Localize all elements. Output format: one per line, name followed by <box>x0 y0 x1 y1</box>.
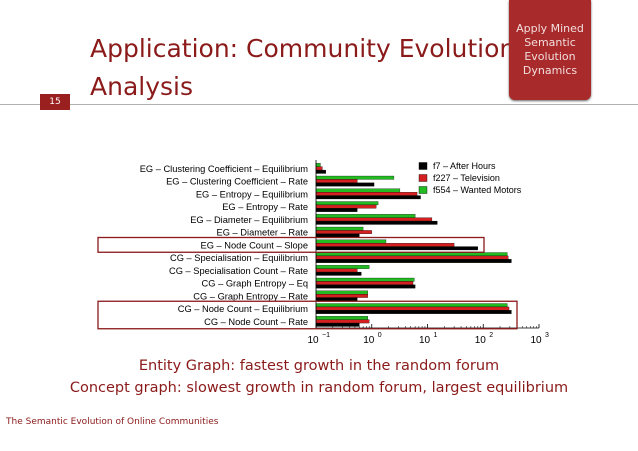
slide-title-line-2: Analysis <box>90 72 194 101</box>
category-label: CG – Specialisation – Equilibrium <box>170 253 308 263</box>
bar <box>315 255 509 260</box>
bar <box>315 230 372 234</box>
caption-concept-graph: Concept graph: slowest growth in random … <box>69 380 569 396</box>
section-badge-text: Apply Mined Semantic Evolution Dynamics <box>516 22 584 77</box>
bar <box>315 182 375 187</box>
category-label: CG – Node Count – Equilibrium <box>178 304 308 314</box>
category-label: EG – Clustering Coefficient – Equilibriu… <box>140 164 309 174</box>
bar <box>315 310 512 314</box>
highlight-boxes <box>97 236 518 330</box>
bar <box>315 208 358 212</box>
legend-label: f7 – After Hours <box>433 161 496 171</box>
bar <box>315 252 508 257</box>
bar <box>315 243 455 247</box>
x-tick-exponent: 3 <box>545 332 549 339</box>
category-label: EG – Entropy – Rate <box>222 202 308 212</box>
slide-title-line-1: Application: Community Evolution <box>90 34 516 63</box>
caption-entity-graph: Entity Graph: fastest growth in the rand… <box>138 358 500 374</box>
category-label: CG – Graph Entropy – Rate <box>193 291 308 301</box>
title-divider <box>0 104 638 105</box>
legend-swatch <box>418 174 428 182</box>
bar <box>315 166 323 171</box>
category-labels: EG – Clustering Coefficient – Equilibriu… <box>140 164 309 327</box>
bar <box>315 297 358 302</box>
bar <box>315 239 387 244</box>
bar <box>315 188 401 193</box>
bar <box>315 204 377 209</box>
legend-swatch <box>418 186 428 194</box>
bar <box>315 265 370 269</box>
category-label: EG – Node Count – Slope <box>201 240 309 250</box>
x-axis: 10 −1 10 0 10 1 10 2 10 3 <box>307 160 549 346</box>
bar <box>315 303 508 308</box>
bar <box>315 179 358 183</box>
category-label: EG – Diameter – Equilibrium <box>190 215 308 225</box>
bar <box>315 201 379 206</box>
bar <box>315 281 414 285</box>
category-label: CG – Node Count – Rate <box>204 317 308 327</box>
bar <box>315 233 360 238</box>
x-tick-exponent: 1 <box>434 332 438 339</box>
bar <box>315 290 368 295</box>
bar <box>315 220 438 225</box>
section-badge: Apply Mined Semantic Evolution Dynamics <box>509 0 591 100</box>
bar <box>315 322 360 327</box>
bar <box>315 259 512 263</box>
x-tick-exponent: 2 <box>489 332 493 339</box>
bar <box>315 316 368 320</box>
slide-title: Application: Community Evolution Analysi… <box>90 30 516 106</box>
x-tick-label: 10 <box>363 335 375 346</box>
bar <box>315 268 358 273</box>
bar <box>315 319 370 324</box>
page-number-badge: 15 <box>40 94 70 110</box>
highlight-box <box>97 236 485 253</box>
bar <box>315 284 416 289</box>
bar <box>315 294 368 298</box>
highlight-box <box>97 300 518 330</box>
x-tick-exponent: −1 <box>322 332 330 339</box>
bar <box>315 214 416 218</box>
bar <box>315 217 433 222</box>
x-tick-exponent: 0 <box>378 332 382 339</box>
bar <box>315 175 395 180</box>
legend: f7 – After Hours f227 – Television f554 – … <box>418 161 522 195</box>
legend-label: f227 – Television <box>433 173 500 183</box>
bar <box>315 271 362 276</box>
legend-swatch <box>418 162 428 170</box>
footer-text: The Semantic Evolution of Online Communi… <box>6 417 219 427</box>
bar <box>315 195 421 200</box>
x-tick-label: 10 <box>307 335 319 346</box>
category-label: CG – Specialisation Count – Rate <box>169 266 308 276</box>
bar <box>315 306 510 311</box>
bar <box>315 192 418 196</box>
category-label: EG – Diameter – Rate <box>217 228 308 238</box>
bar <box>315 169 326 174</box>
bars-group <box>315 163 512 327</box>
x-tick-label: 10 <box>475 335 487 346</box>
x-tick-label: 10 <box>530 335 542 346</box>
x-tick-label: 10 <box>419 335 431 346</box>
category-label: EG – Clustering Coefficient – Rate <box>166 177 308 187</box>
bar-chart: 10 −1 10 0 10 1 10 2 10 3 EG – Clustering Coeffic… <box>97 160 549 346</box>
category-label: CG – Graph Entropy – Eq <box>202 279 308 289</box>
legend-label: f554 – Wanted Motors <box>433 185 522 195</box>
category-label: EG – Entropy – Equilibrium <box>196 189 308 199</box>
bar <box>315 163 321 167</box>
bar <box>315 226 364 231</box>
bar <box>315 277 415 282</box>
bar <box>315 246 478 251</box>
